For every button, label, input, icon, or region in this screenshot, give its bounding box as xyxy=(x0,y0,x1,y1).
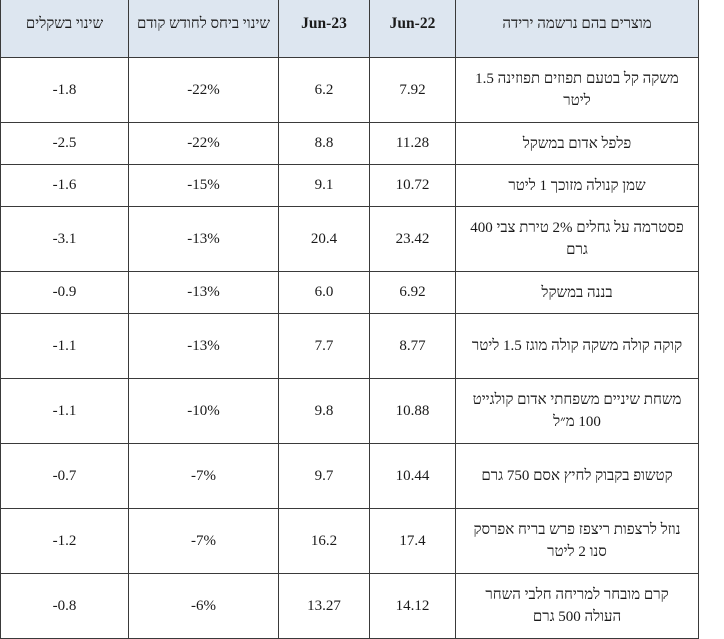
cell-jun22: 6.92 xyxy=(369,271,456,314)
table-row: -0.9 -13% 6.0 6.92 בננה במשקל xyxy=(0,271,699,314)
table-row: -0.8 -6% 13.27 14.12 קרם מובחר למריחה חל… xyxy=(0,573,699,639)
table-row: -1.8 -22% 6.2 7.92 משקה קל בטעם תפוזים ת… xyxy=(0,57,699,123)
cell-product: קטשופ בקבוק לחיץ אסם 750 גרם xyxy=(455,443,699,509)
cell-change-shekels: -1.8 xyxy=(0,57,129,123)
header-jun22: Jun-22 xyxy=(369,0,456,58)
cell-change-shekels: -1.6 xyxy=(0,164,129,207)
cell-jun23: 20.4 xyxy=(278,206,370,272)
cell-product: משקה קל בטעם תפוזים תפוזינה 1.5 ליטר xyxy=(455,57,699,123)
cell-change-pct: -13% xyxy=(128,313,279,379)
table-row: -1.1 -13% 7.7 8.77 קוקה קולה משקה קולה מ… xyxy=(0,313,699,379)
cell-change-shekels: -0.8 xyxy=(0,573,129,639)
cell-change-shekels: -1.1 xyxy=(0,378,129,444)
cell-change-pct: -13% xyxy=(128,206,279,272)
cell-change-pct: -15% xyxy=(128,164,279,207)
cell-jun22: 8.77 xyxy=(369,313,456,379)
cell-change-pct: -7% xyxy=(128,508,279,574)
cell-change-shekels: -0.9 xyxy=(0,271,129,314)
cell-change-shekels: -1.2 xyxy=(0,508,129,574)
cell-product: משחת שיניים משפחתי אדום קולגייט 100 מ״ל xyxy=(455,378,699,444)
cell-product: נוזל לרצפות ריצפז פרש בריח אפרסק סנו 2 ל… xyxy=(455,508,699,574)
cell-jun23: 8.8 xyxy=(278,122,370,165)
cell-change-shekels: -1.1 xyxy=(0,313,129,379)
price-drop-table: שינוי בשקלים שינוי ביחס לחודש קודם Jun-2… xyxy=(0,0,699,639)
cell-jun23: 6.2 xyxy=(278,57,370,123)
cell-change-shekels: -2.5 xyxy=(0,122,129,165)
header-change-prev-month: שינוי ביחס לחודש קודם xyxy=(128,0,279,58)
cell-jun22: 17.4 xyxy=(369,508,456,574)
cell-jun23: 9.7 xyxy=(278,443,370,509)
cell-jun22: 23.42 xyxy=(369,206,456,272)
cell-product: פלפל אדום במשקל xyxy=(455,122,699,165)
table-row: -1.2 -7% 16.2 17.4 נוזל לרצפות ריצפז פרש… xyxy=(0,508,699,574)
cell-change-shekels: -3.1 xyxy=(0,206,129,272)
cell-jun22: 14.12 xyxy=(369,573,456,639)
header-row: שינוי בשקלים שינוי ביחס לחודש קודם Jun-2… xyxy=(0,0,699,58)
cell-change-pct: -10% xyxy=(128,378,279,444)
cell-change-pct: -13% xyxy=(128,271,279,314)
table-row: -3.1 -13% 20.4 23.42 פסטרמה על גחלים 2% … xyxy=(0,206,699,272)
cell-jun22: 10.44 xyxy=(369,443,456,509)
table-row: -0.7 -7% 9.7 10.44 קטשופ בקבוק לחיץ אסם … xyxy=(0,443,699,509)
cell-jun22: 10.72 xyxy=(369,164,456,207)
header-change-shekels: שינוי בשקלים xyxy=(0,0,129,58)
cell-jun23: 9.1 xyxy=(278,164,370,207)
cell-jun23: 9.8 xyxy=(278,378,370,444)
cell-product: שמן קנולה מזוכך 1 ליטר xyxy=(455,164,699,207)
cell-jun23: 6.0 xyxy=(278,271,370,314)
cell-product: פסטרמה על גחלים 2% טירת צבי 400 גרם xyxy=(455,206,699,272)
cell-change-pct: -22% xyxy=(128,122,279,165)
cell-change-pct: -22% xyxy=(128,57,279,123)
cell-product: קוקה קולה משקה קולה מוגז 1.5 ליטר xyxy=(455,313,699,379)
cell-jun23: 16.2 xyxy=(278,508,370,574)
header-jun23: Jun-23 xyxy=(278,0,370,58)
cell-jun23: 13.27 xyxy=(278,573,370,639)
cell-product: בננה במשקל xyxy=(455,271,699,314)
cell-change-pct: -7% xyxy=(128,443,279,509)
cell-change-pct: -6% xyxy=(128,573,279,639)
cell-product: קרם מובחר למריחה חלבי השחר העולה 500 גרם xyxy=(455,573,699,639)
table-row: -1.6 -15% 9.1 10.72 שמן קנולה מזוכך 1 לי… xyxy=(0,164,699,207)
header-product: מוצרים בהם נרשמה ירידה xyxy=(455,0,699,58)
table-row: -2.5 -22% 8.8 11.28 פלפל אדום במשקל xyxy=(0,122,699,165)
cell-jun22: 11.28 xyxy=(369,122,456,165)
cell-change-shekels: -0.7 xyxy=(0,443,129,509)
cell-jun23: 7.7 xyxy=(278,313,370,379)
cell-jun22: 7.92 xyxy=(369,57,456,123)
table-row: -1.1 -10% 9.8 10.88 משחת שיניים משפחתי א… xyxy=(0,378,699,444)
cell-jun22: 10.88 xyxy=(369,378,456,444)
